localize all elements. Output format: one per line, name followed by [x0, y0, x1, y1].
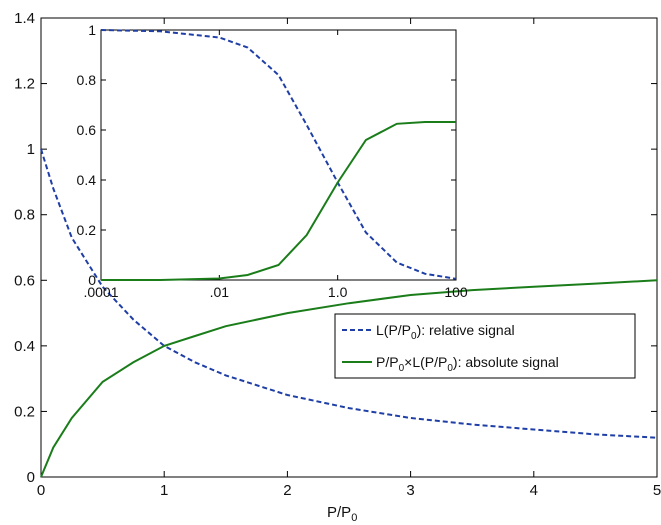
- legend-label-absolute-signal: P/P0×L(P/P0): absolute signal: [376, 354, 559, 374]
- y-tick-label: 1.2: [14, 76, 35, 93]
- y-tick-label: 1: [27, 141, 35, 158]
- main-series-line-absolute-signal: [40, 279, 658, 478]
- legend: L(P/P0): relative signal P/P0×L(P/P0): a…: [334, 313, 636, 379]
- inset-y-tick-label: 0.4: [77, 172, 97, 188]
- inset-x-tick-label: 100: [444, 284, 468, 300]
- main-ticks: 0 1 2 3 4 5 0 0.2 0.4 0.6 0.8 1 1.2 1.4: [14, 10, 661, 499]
- inset-y-tick-label: 0.2: [77, 222, 97, 238]
- inset-series: [100, 29, 457, 281]
- inset-y-tick-label: 0: [88, 272, 96, 288]
- inset-plot-area: [100, 29, 457, 281]
- legend-label-relative-signal: L(P/P0): relative signal: [376, 322, 515, 342]
- x-tick-label: 1: [160, 482, 168, 499]
- x-tick-label: 3: [406, 482, 414, 499]
- inset-series-line-relative-signal: [100, 29, 457, 280]
- x-tick-label: 5: [653, 482, 661, 499]
- y-tick-label: 1.4: [14, 10, 35, 27]
- inset-series-line-absolute-signal: [101, 121, 456, 281]
- x-tick-label: 2: [283, 482, 291, 499]
- inset-x-tick-label: 1.0: [328, 284, 348, 300]
- inset-x-tick-label: .01: [210, 284, 230, 300]
- inset-ticks: .0001 .01 1.0 100 0 0.2 0.4 0.6 0.8 1: [77, 22, 468, 300]
- main-series: [40, 148, 658, 478]
- x-tick-label: 0: [37, 482, 45, 499]
- legend-box: [334, 313, 636, 379]
- inset-y-tick-label: 0.8: [77, 72, 97, 88]
- x-axis-label: P/P0: [327, 504, 357, 524]
- y-tick-label: 0: [27, 469, 35, 486]
- x-tick-label: 4: [530, 482, 538, 499]
- inset-y-tick-label: 1: [88, 22, 96, 38]
- main-series-line-relative-signal: [40, 148, 658, 439]
- y-tick-label: 0.2: [14, 403, 35, 420]
- inset-x-tick-label: .0001: [83, 284, 118, 300]
- y-tick-label: 0.6: [14, 272, 35, 289]
- y-tick-label: 0.8: [14, 207, 35, 224]
- inset-y-tick-label: 0.6: [77, 122, 97, 138]
- y-tick-label: 0.4: [14, 338, 35, 355]
